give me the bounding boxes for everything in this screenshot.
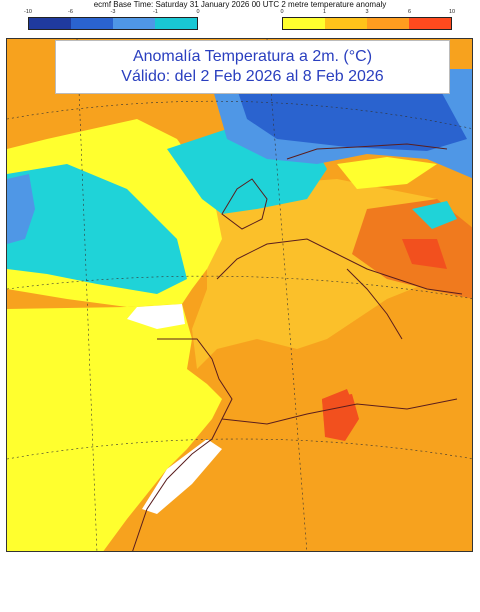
color-swatch bbox=[29, 18, 71, 29]
tick-label: 0 bbox=[196, 9, 200, 15]
orange-africa-area bbox=[138, 419, 472, 551]
warm-tick-labels: 0 1 3 6 10 bbox=[280, 9, 456, 17]
cold-color-bar bbox=[28, 17, 198, 30]
orange-corner-nw bbox=[7, 39, 57, 114]
cyan-patch-ne bbox=[412, 201, 457, 229]
color-swatch bbox=[113, 18, 155, 29]
tick-label: 3 bbox=[365, 9, 369, 15]
coastline bbox=[346, 268, 403, 340]
tick-label: -1 bbox=[153, 9, 158, 15]
tick-label: -3 bbox=[110, 9, 116, 15]
yellow-anomaly-area-ne bbox=[337, 157, 437, 189]
coastline bbox=[216, 238, 463, 295]
coastline bbox=[221, 178, 268, 230]
cold-tick-labels: -10 -6 -3 -1 0 bbox=[24, 9, 200, 17]
yellow-anomaly-area bbox=[7, 304, 222, 551]
header-line: ecmf Base Time: Saturday 31 January 2026… bbox=[93, 0, 387, 9]
tick-label: 0 bbox=[280, 9, 284, 15]
white-gap bbox=[127, 304, 185, 329]
color-swatch bbox=[409, 18, 451, 29]
color-swatch bbox=[71, 18, 113, 29]
cyan-anomaly-area bbox=[7, 164, 187, 294]
tick-label: -6 bbox=[68, 9, 73, 15]
graticule-line bbox=[76, 39, 98, 551]
tick-label: -10 bbox=[24, 9, 32, 15]
white-gap bbox=[142, 439, 222, 514]
anomaly-map[interactable] bbox=[6, 38, 473, 552]
tick-label: 6 bbox=[407, 9, 412, 15]
tick-label: 10 bbox=[448, 9, 456, 15]
map-canvas bbox=[7, 39, 472, 551]
color-swatch bbox=[325, 18, 367, 29]
color-swatch bbox=[367, 18, 409, 29]
map-title-box: Anomalía Temperatura a 2m. (°C) Válido: … bbox=[55, 40, 450, 94]
mid-blue-anomaly-area bbox=[237, 84, 467, 151]
tick-label: 1 bbox=[322, 9, 327, 15]
map-title: Anomalía Temperatura a 2m. (°C) bbox=[132, 48, 373, 65]
light-blue-patch bbox=[7, 174, 35, 244]
coastline bbox=[221, 398, 458, 425]
coastline bbox=[286, 143, 448, 160]
color-swatch bbox=[283, 18, 325, 29]
map-validity: Válido: del 2 Feb 2026 al 8 Feb 2026 bbox=[121, 68, 384, 85]
red-anomaly-spot bbox=[402, 239, 447, 269]
graticule-line bbox=[266, 39, 308, 551]
warm-color-bar bbox=[282, 17, 452, 30]
color-swatch bbox=[155, 18, 197, 29]
